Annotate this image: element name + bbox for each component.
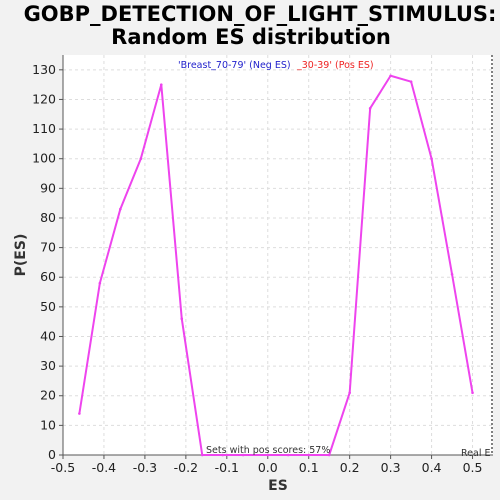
data-point [348,391,351,395]
x-tick-label: 0.0 [258,460,278,475]
x-tick-label: 0.2 [340,460,360,475]
chart-title-line1: GOBP_DETECTION_OF_LIGHT_STIMULUS: [24,2,497,26]
y-tick-label: 30 [40,358,56,373]
data-point [98,281,102,285]
data-point [119,207,122,211]
x-tick-label: -0.1 [215,460,239,475]
data-point [266,453,270,457]
data-point [307,453,311,457]
pos-scores-annotation: Sets with pos scores: 57% [206,445,330,456]
y-tick-label: 20 [40,388,56,403]
data-point [450,272,454,276]
data-point [368,107,372,110]
y-tick-label: 90 [40,180,56,195]
y-tick-label: 50 [40,299,56,314]
x-axis-label: ES [268,478,288,494]
data-point [221,453,225,457]
x-tick-label: 0.4 [422,460,442,475]
y-tick-label: 110 [32,121,56,136]
real-es-label: Real E [461,448,491,459]
data-point [139,157,143,161]
grid-layer [62,55,493,456]
y-tick-label: 130 [32,62,56,77]
data-point [78,412,81,415]
x-tick-label: 0.5 [463,460,483,475]
y-tick-label: 0 [48,447,56,462]
plot-area [63,55,493,455]
x-tick-label: -0.2 [174,460,198,475]
y-tick-label: 70 [40,240,56,255]
data-point [327,453,331,457]
legend-pos-es: _30-39' (Pos ES) [296,60,374,71]
y-tick-label: 120 [32,91,56,106]
x-tick-label: -0.3 [133,460,157,475]
y-axis-label: P(ES) [13,234,29,277]
data-point [200,453,204,457]
data-point [180,317,184,321]
x-tick-label: -0.4 [92,460,116,475]
data-point [430,157,433,161]
data-point [159,83,163,86]
data-point [286,453,290,457]
x-tick-label: 0.1 [299,460,319,475]
data-point [389,74,392,78]
x-tick-label: 0.3 [381,460,401,475]
y-tick-label: 40 [40,328,56,343]
y-tick-label: 60 [40,269,56,284]
x-tick-label: -0.5 [51,460,75,475]
data-point [471,391,474,395]
y-tick-label: 10 [40,417,56,432]
legend-neg-es: 'Breast_70-79' (Neg ES) [178,60,291,71]
es-distribution-line [78,74,474,456]
chart-title-line2: Random ES distribution [111,25,391,49]
axes-layer: -0.5 -0.4 -0.3 -0.2 -0.1 0.0 0.1 0.2 0.3 0.4 0.5 0 1… [32,55,493,475]
data-point [241,453,245,457]
y-tick-label: 100 [32,151,56,166]
series-layer [78,74,474,457]
y-tick-label: 80 [40,210,56,225]
data-point [409,80,413,83]
